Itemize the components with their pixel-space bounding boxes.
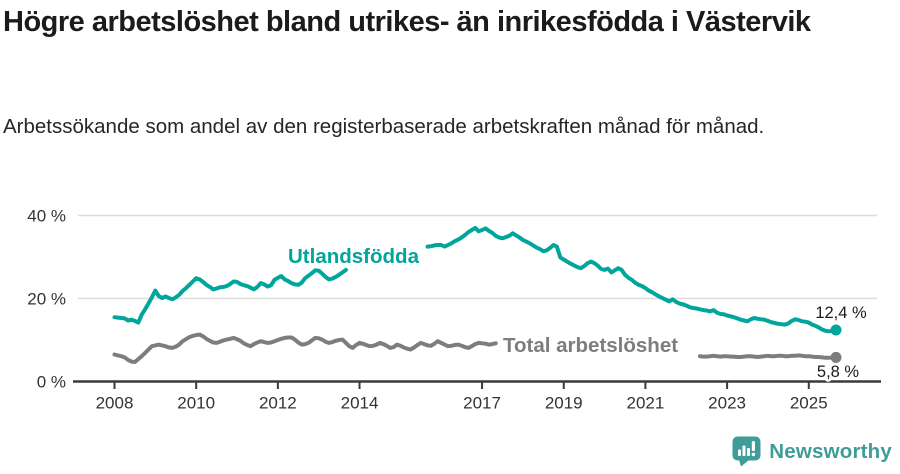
chart-title: Högre arbetslöshet bland utrikes- än inr… — [3, 6, 811, 38]
x-axis-label: 2025 — [790, 394, 828, 413]
series-end-dot-utlandsfodda — [830, 324, 842, 336]
x-axis-label: 2017 — [463, 394, 501, 413]
series-label-total: Total arbetslöshet — [503, 334, 678, 357]
series-line-total — [112, 332, 498, 364]
logo-wordmark: Newsworthy — [769, 439, 892, 463]
series-line-total — [697, 353, 838, 360]
x-axis-label: 2012 — [259, 394, 297, 413]
chart-subtitle: Arbetssökande som andel av den registerb… — [3, 115, 765, 138]
x-axis-label: 2021 — [627, 394, 665, 413]
series-end-dot-total — [830, 351, 842, 363]
speech-bubble-chart-icon — [732, 436, 761, 467]
x-axis-label: 2023 — [708, 394, 746, 413]
y-axis-label: 20 % — [27, 290, 66, 309]
y-axis-label: 0 % — [37, 373, 66, 392]
y-axis-label: 40 % — [27, 207, 66, 226]
series-label-utlandsfodda: Utlandsfödda — [288, 245, 420, 268]
x-axis-label: 2010 — [177, 394, 215, 413]
end-value-label-total: 5,8 % — [817, 363, 860, 381]
end-value-label-utlandsfodda: 12,4 % — [815, 304, 867, 322]
x-axis-label: 2019 — [545, 394, 583, 413]
x-axis-label: 2014 — [341, 394, 379, 413]
newsworthy-logo: Newsworthy — [732, 436, 892, 467]
series-line-utlandsfodda — [425, 225, 838, 334]
series-line-utlandsfodda — [112, 267, 348, 325]
x-axis-label: 2008 — [96, 394, 134, 413]
